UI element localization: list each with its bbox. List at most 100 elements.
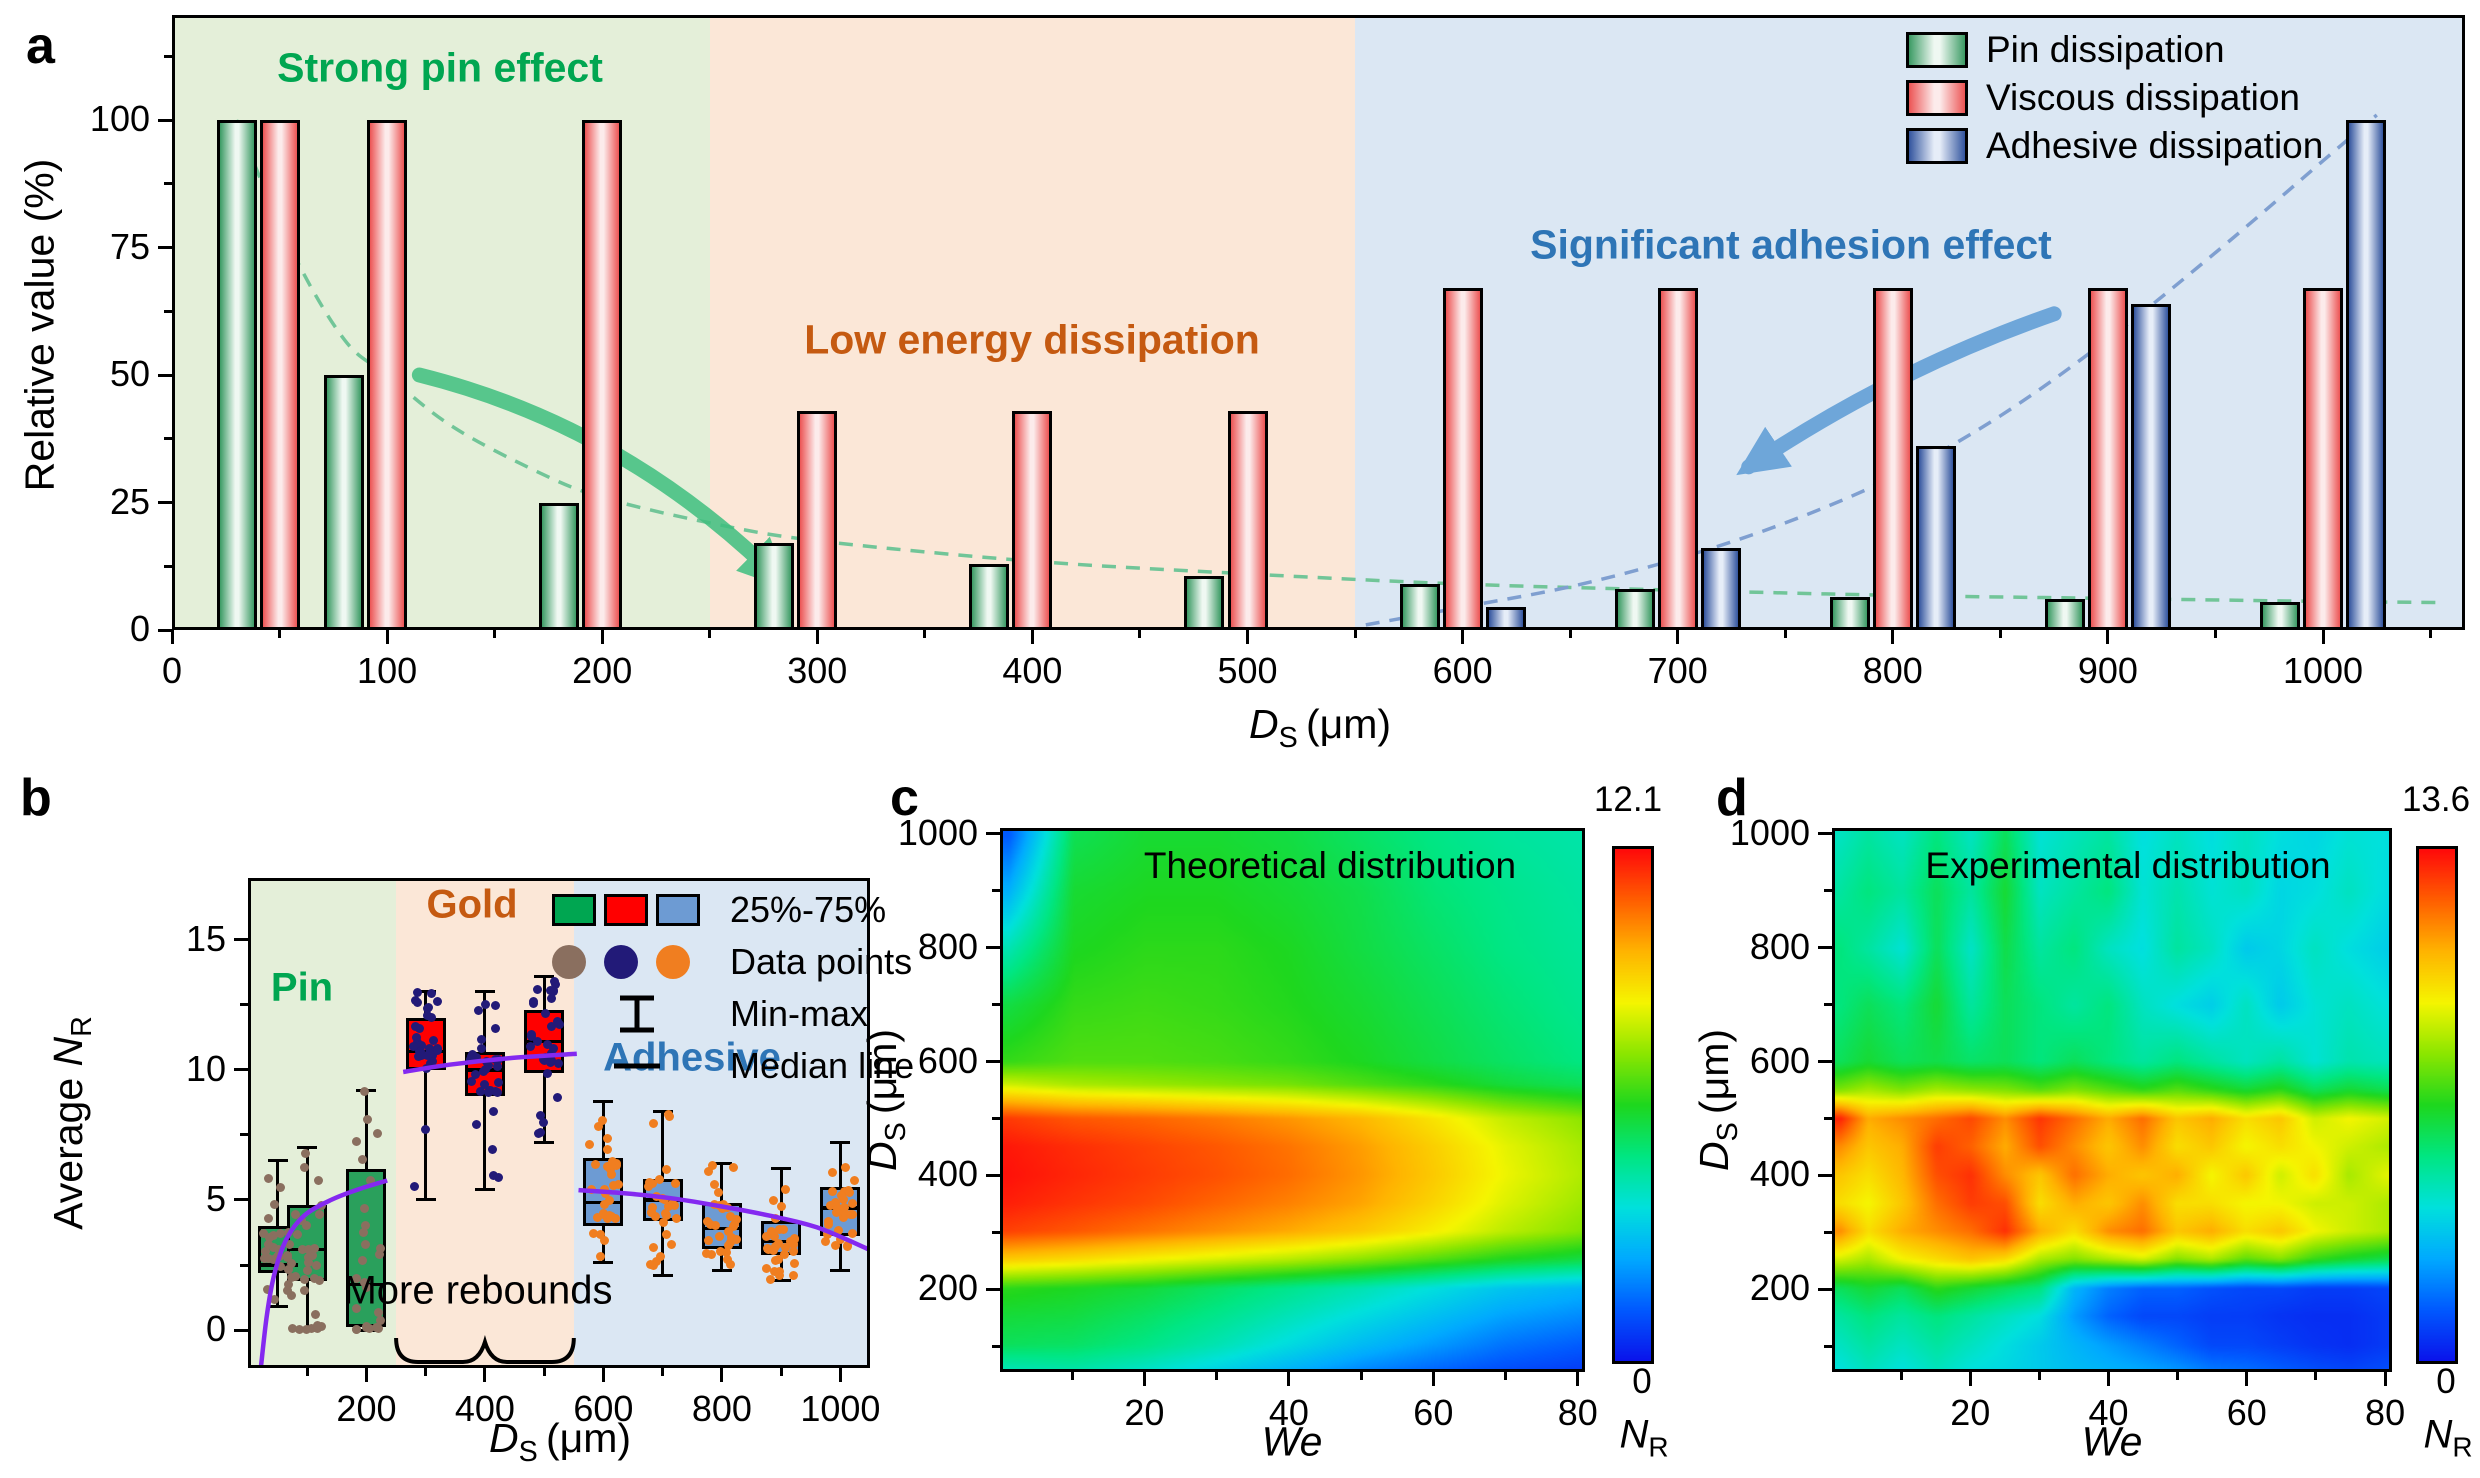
data-point <box>551 980 561 990</box>
y-minor-tick <box>164 182 172 186</box>
min-max-icon <box>620 995 654 1033</box>
x-tick <box>1968 1372 1972 1386</box>
data-point <box>527 1029 537 1039</box>
data-point <box>414 1023 424 1033</box>
data-point <box>827 1168 837 1177</box>
data-point <box>603 1144 613 1154</box>
colorbar-d-max: 13.6 <box>2401 780 2471 819</box>
y-tick-label: 800 <box>917 925 978 967</box>
data-point <box>363 1114 373 1124</box>
data-point <box>416 1040 426 1050</box>
y-tick-label: 0 <box>205 1308 226 1350</box>
data-point <box>585 1140 595 1150</box>
colorbar-c-max: 12.1 <box>1593 780 1663 819</box>
data-point <box>412 1032 422 1042</box>
legend-label: Viscous dissipation <box>1986 77 2300 118</box>
x-minor-tick <box>305 1368 309 1376</box>
y-minor-tick <box>1824 1117 1832 1120</box>
x-tick <box>1287 1372 1291 1386</box>
y-tick-label: 1000 <box>897 811 978 853</box>
whisker-cap-min-600 <box>593 1260 614 1264</box>
y-tick <box>1818 832 1832 836</box>
y-minor-tick <box>240 1133 248 1137</box>
x-tick-label: 700 <box>1647 650 1708 691</box>
data-point <box>423 1003 433 1013</box>
legend-item-pin-dissipation: Pin dissipation <box>1906 26 2323 74</box>
y-tick <box>1818 946 1832 950</box>
y-minor-tick <box>164 54 172 58</box>
data-point <box>536 1111 546 1121</box>
data-point <box>475 1087 485 1097</box>
more-rebounds-annotation: More rebounds <box>343 1268 613 1313</box>
x-tick-label: 400 <box>1002 650 1063 691</box>
data-point <box>491 1024 501 1034</box>
x-tick-label: 40 <box>1268 1392 1309 1433</box>
y-tick <box>986 832 1000 836</box>
x-tick <box>601 1368 605 1382</box>
data-point <box>702 1249 712 1259</box>
data-point <box>709 1180 719 1190</box>
x-minor-tick <box>661 1368 665 1376</box>
data-point <box>357 1154 367 1164</box>
colorbar-d <box>2416 846 2458 1364</box>
panel-d-label: d <box>1716 769 1748 827</box>
x-tick-label: 300 <box>787 650 848 691</box>
x-tick <box>1576 1372 1580 1386</box>
x-tick <box>1431 1372 1435 1386</box>
data-point <box>840 1162 850 1172</box>
whisker-cap-min-700 <box>652 1273 673 1277</box>
legend-label: Min-max <box>730 993 869 1034</box>
data-point <box>533 1036 543 1046</box>
data-point <box>644 1178 654 1188</box>
x-tick <box>600 630 604 644</box>
heatmap-canvas-c <box>1000 828 1585 1372</box>
y-tick <box>234 1328 248 1332</box>
data-point <box>422 1010 432 1020</box>
x-minor-tick <box>779 1368 783 1376</box>
x-tick-label: 80 <box>2365 1392 2406 1433</box>
y-tick <box>1818 1060 1832 1064</box>
data-point <box>536 1128 546 1138</box>
pin-dissipation-swatch <box>1906 32 1968 68</box>
x-minor-tick <box>2037 1372 2041 1380</box>
legend-label: Median line <box>730 1045 915 1086</box>
data-point <box>541 1008 551 1018</box>
data-point <box>789 1258 799 1268</box>
y-tick <box>986 1287 1000 1291</box>
y-minor-tick <box>1824 1003 1832 1007</box>
data-point <box>606 1169 616 1179</box>
x-minor-tick <box>1353 630 1357 638</box>
y-tick-label: 50 <box>109 353 150 395</box>
data-point <box>425 1043 435 1053</box>
y-tick-label: 200 <box>1749 1267 1810 1309</box>
panel-a-xlabel: DS (μm) <box>1248 700 1392 755</box>
y-tick-label: 75 <box>109 225 150 267</box>
legend-label: Pin dissipation <box>1986 29 2225 70</box>
whisker-cap-max-700 <box>652 1110 673 1114</box>
panel-a-plot <box>172 15 2465 630</box>
panel-b-xlabel: DS (μm) <box>488 1414 632 1469</box>
data-point <box>432 997 442 1007</box>
whisker-cap-max-300 <box>415 990 436 994</box>
adhesive-dissipation-swatch <box>1906 128 1968 164</box>
x-tick-label: 20 <box>1124 1392 1165 1433</box>
x-minor-tick <box>923 630 927 638</box>
data-point <box>726 1259 736 1269</box>
data-point <box>426 988 436 998</box>
data-point <box>300 1162 310 1172</box>
data-point <box>788 1270 798 1280</box>
x-minor-tick <box>2176 1372 2180 1380</box>
y-tick-label: 25 <box>109 480 150 522</box>
x-tick <box>483 1368 487 1382</box>
legend-item-median: Median line <box>552 1040 914 1092</box>
data-point <box>489 1107 499 1117</box>
data-point <box>611 1160 621 1170</box>
panel-frame-d <box>1832 828 2392 1372</box>
red-box-swatch <box>604 894 648 926</box>
panel-d-heatmap <box>1832 828 2392 1372</box>
panel-b-legend: 25%-75% Data points Min-max <box>552 884 914 1092</box>
data-point <box>770 1256 780 1266</box>
data-point <box>491 1001 501 1011</box>
x-minor-tick <box>1568 630 1572 638</box>
data-point <box>655 1252 665 1262</box>
